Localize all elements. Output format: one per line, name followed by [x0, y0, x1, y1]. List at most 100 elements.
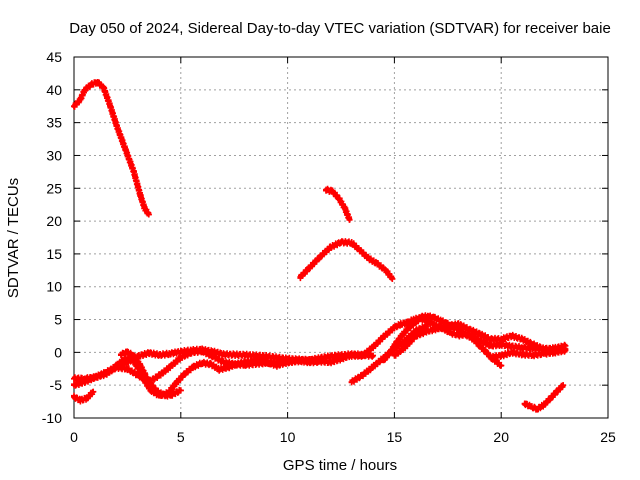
- data-point: [188, 349, 195, 356]
- data-point: [423, 323, 430, 330]
- y-tick-labels: -10 -5 0 5 10 15 20 25 30 35 40 45: [42, 49, 62, 426]
- data-point: [316, 254, 323, 261]
- data-point: [92, 374, 99, 381]
- data-point: [406, 324, 413, 331]
- data-point: [348, 239, 355, 246]
- data-point: [534, 405, 541, 412]
- y-tick-label: 40: [46, 82, 62, 98]
- data-point: [167, 363, 174, 370]
- data-point: [81, 86, 88, 93]
- data-point: [233, 361, 240, 368]
- data-point: [393, 339, 400, 346]
- data-point: [273, 362, 280, 369]
- data-point: [487, 354, 494, 361]
- data-point: [487, 336, 494, 343]
- data-point: [530, 341, 537, 348]
- data-point: [519, 336, 526, 343]
- data-point: [470, 336, 477, 343]
- data-point: [177, 387, 184, 394]
- y-tick-label: 35: [46, 115, 62, 131]
- data-point: [412, 319, 419, 326]
- data-point: [387, 349, 394, 356]
- data-point: [399, 330, 406, 337]
- data-point: [498, 352, 505, 359]
- data-point: [434, 325, 441, 332]
- data-point: [137, 191, 144, 198]
- data-point: [528, 403, 535, 410]
- y-tick-label: -5: [50, 377, 63, 393]
- data-point: [113, 122, 120, 129]
- x-tick-label: 15: [387, 429, 403, 445]
- data-point: [100, 85, 107, 92]
- series-arc-6: [71, 388, 97, 405]
- data-point: [540, 350, 547, 357]
- data-point: [374, 260, 381, 267]
- x-tick-label: 5: [177, 429, 185, 445]
- data-point: [483, 349, 490, 356]
- data-point: [412, 332, 419, 339]
- data-point: [143, 374, 150, 381]
- data-point: [553, 388, 560, 395]
- data-point: [466, 326, 473, 333]
- data-point: [199, 348, 206, 355]
- data-point: [156, 390, 163, 397]
- data-point: [547, 395, 554, 402]
- data-point: [209, 353, 216, 360]
- data-point: [305, 359, 312, 366]
- data-point: [487, 342, 494, 349]
- data-point: [169, 391, 176, 398]
- data-point: [348, 378, 355, 385]
- data-point: [124, 365, 131, 372]
- data-point: [120, 357, 127, 364]
- data-point: [357, 247, 364, 254]
- chart-title: Day 050 of 2024, Sidereal Day-to-day VTE…: [69, 20, 611, 37]
- series-arc-14: [521, 382, 567, 413]
- data-point: [241, 351, 248, 358]
- data-point: [455, 332, 462, 339]
- data-point: [156, 372, 163, 379]
- data-point: [124, 349, 131, 356]
- data-point: [137, 362, 144, 369]
- data-point: [346, 216, 353, 223]
- y-tick-label: 20: [46, 213, 62, 229]
- data-point: [323, 186, 330, 193]
- data-point: [220, 351, 227, 358]
- y-tick-label: 10: [46, 279, 62, 295]
- data-point: [455, 321, 462, 328]
- data-point: [335, 195, 342, 202]
- x-tick-label: 20: [493, 429, 509, 445]
- data-point: [560, 382, 567, 389]
- data-point: [498, 336, 505, 343]
- data-point: [370, 344, 377, 351]
- data-point: [113, 362, 120, 369]
- grid-lines: [74, 57, 608, 418]
- data-point: [404, 319, 411, 326]
- y-tick-label: 15: [46, 246, 62, 262]
- y-tick-label: 45: [46, 49, 62, 65]
- data-point: [540, 401, 547, 408]
- data-point: [156, 351, 163, 358]
- x-axis-label: GPS time / hours: [283, 457, 397, 474]
- data-point: [342, 206, 349, 213]
- y-tick-label: 30: [46, 147, 62, 163]
- data-point: [167, 350, 174, 357]
- data-point: [103, 370, 110, 377]
- data-point: [117, 351, 124, 358]
- data-point: [327, 244, 334, 251]
- data-point: [370, 352, 377, 359]
- data-point: [77, 96, 84, 103]
- data-point: [145, 211, 152, 218]
- data-point: [220, 359, 227, 366]
- data-point: [530, 351, 537, 358]
- data-point: [316, 358, 323, 365]
- data-point: [476, 330, 483, 337]
- data-point: [88, 81, 95, 88]
- y-tick-label: 0: [54, 344, 62, 360]
- data-point: [359, 372, 366, 379]
- series-arc-8: [117, 348, 184, 400]
- data-point: [207, 361, 214, 368]
- data-point: [147, 387, 154, 394]
- data-point: [177, 354, 184, 361]
- data-point: [141, 204, 148, 211]
- data-point: [297, 273, 304, 280]
